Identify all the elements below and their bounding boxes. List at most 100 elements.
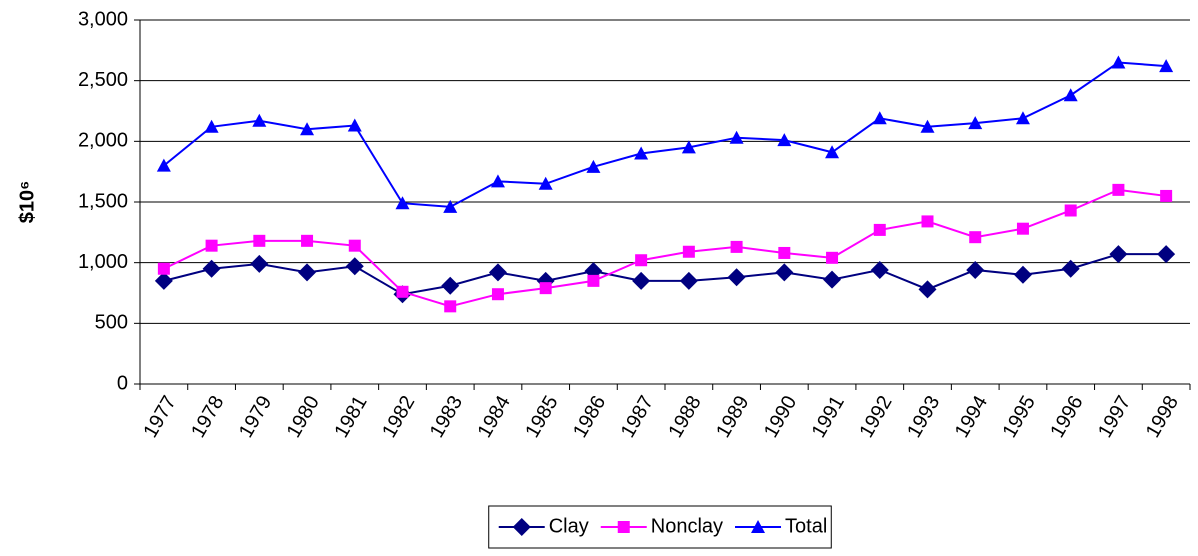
marker bbox=[490, 174, 505, 188]
x-tick-label: 1986 bbox=[569, 392, 610, 442]
marker bbox=[1112, 183, 1125, 196]
x-tick-label: 1991 bbox=[808, 392, 849, 442]
marker bbox=[775, 263, 794, 282]
marker bbox=[345, 257, 364, 276]
x-tick-label: 1992 bbox=[855, 392, 896, 442]
marker bbox=[154, 271, 173, 290]
x-tick-label: 1981 bbox=[330, 392, 371, 442]
marker bbox=[205, 239, 218, 252]
x-tick-label: 1993 bbox=[903, 392, 944, 442]
marker bbox=[204, 119, 219, 133]
marker bbox=[300, 122, 315, 136]
x-tick-label: 1980 bbox=[283, 392, 324, 442]
y-axis-label: $10⁶ bbox=[16, 181, 38, 224]
marker bbox=[1157, 245, 1176, 264]
marker bbox=[870, 260, 889, 279]
marker bbox=[202, 259, 221, 278]
x-tick-label: 1985 bbox=[521, 392, 562, 442]
marker bbox=[872, 111, 887, 125]
marker bbox=[918, 280, 937, 299]
y-tick-label: 2,500 bbox=[78, 69, 128, 91]
marker bbox=[635, 254, 648, 267]
marker bbox=[617, 521, 630, 533]
marker bbox=[253, 234, 266, 247]
legend: Clay Nonclay Total bbox=[488, 505, 832, 549]
marker bbox=[444, 300, 457, 313]
marker bbox=[873, 223, 886, 236]
marker bbox=[730, 240, 743, 253]
marker bbox=[823, 270, 842, 289]
marker bbox=[727, 268, 746, 287]
y-tick-label: 1,000 bbox=[78, 251, 128, 273]
marker bbox=[920, 119, 935, 133]
marker bbox=[250, 254, 269, 273]
marker bbox=[1063, 88, 1078, 102]
marker bbox=[969, 231, 982, 244]
marker bbox=[539, 282, 552, 295]
x-tick-label: 1995 bbox=[999, 392, 1040, 442]
marker bbox=[1015, 111, 1030, 125]
x-tick-label: 1998 bbox=[1142, 392, 1183, 442]
marker bbox=[348, 239, 361, 252]
marker bbox=[634, 146, 649, 160]
marker bbox=[157, 262, 170, 275]
x-tick-label: 1982 bbox=[378, 392, 419, 442]
marker bbox=[156, 158, 171, 172]
legend-label: Nonclay bbox=[651, 515, 723, 537]
x-tick-label: 1988 bbox=[664, 392, 705, 442]
marker bbox=[586, 159, 601, 173]
marker bbox=[395, 196, 410, 210]
marker bbox=[1159, 59, 1174, 73]
marker bbox=[751, 520, 766, 533]
marker bbox=[679, 271, 698, 290]
series-line bbox=[163, 61, 1167, 208]
marker bbox=[1109, 245, 1128, 264]
series-line bbox=[163, 253, 1167, 296]
marker bbox=[778, 246, 791, 259]
marker bbox=[443, 199, 458, 213]
x-tick-label: 1994 bbox=[951, 392, 992, 442]
x-tick-label: 1984 bbox=[474, 392, 515, 442]
x-tick-label: 1983 bbox=[426, 392, 467, 442]
marker bbox=[1160, 189, 1173, 202]
marker bbox=[968, 116, 983, 130]
marker bbox=[587, 274, 600, 287]
marker bbox=[396, 285, 409, 298]
marker bbox=[729, 130, 744, 144]
x-tick-label: 1996 bbox=[1046, 392, 1087, 442]
marker bbox=[512, 518, 531, 536]
marker bbox=[921, 215, 934, 228]
x-tick-label: 1978 bbox=[187, 392, 228, 442]
marker bbox=[488, 263, 507, 282]
marker bbox=[538, 176, 553, 190]
x-tick-label: 1997 bbox=[1094, 392, 1135, 442]
marker bbox=[347, 118, 362, 132]
marker bbox=[681, 140, 696, 154]
x-tick-label: 1977 bbox=[139, 392, 180, 442]
x-tick-label: 1979 bbox=[235, 392, 276, 442]
y-tick-label: 3,000 bbox=[78, 8, 128, 30]
marker bbox=[632, 271, 651, 290]
marker bbox=[1064, 204, 1077, 217]
marker bbox=[1111, 55, 1126, 69]
legend-label: Total bbox=[785, 515, 827, 537]
y-tick-label: 0 bbox=[117, 372, 128, 394]
series-line bbox=[163, 188, 1167, 308]
marker bbox=[301, 234, 314, 247]
marker bbox=[1016, 222, 1029, 235]
marker bbox=[682, 245, 695, 258]
marker bbox=[298, 263, 317, 282]
marker bbox=[1061, 259, 1080, 278]
marker bbox=[1013, 265, 1032, 284]
marker bbox=[777, 133, 792, 147]
marker bbox=[441, 276, 460, 295]
y-tick-label: 2,000 bbox=[78, 130, 128, 152]
legend-label: Clay bbox=[549, 515, 589, 537]
x-tick-label: 1990 bbox=[760, 392, 801, 442]
y-tick-label: 1,500 bbox=[78, 190, 128, 212]
y-tick-label: 500 bbox=[95, 312, 128, 334]
marker bbox=[825, 145, 840, 159]
marker bbox=[252, 113, 267, 127]
x-tick-label: 1987 bbox=[617, 392, 658, 442]
